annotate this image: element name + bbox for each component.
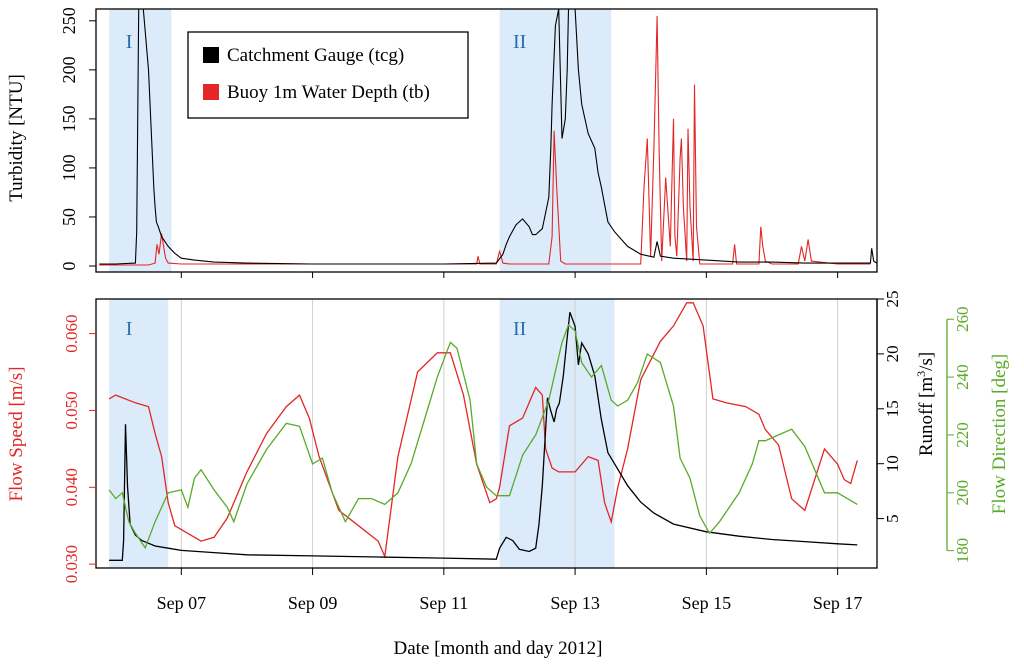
y-tick-label-direction: 240	[953, 364, 972, 390]
x-tick-label: Sep 15	[682, 593, 732, 613]
series-line-flow-direction	[108, 323, 858, 550]
top-frame	[95, 8, 878, 273]
y-axis-label-runoff: Runoff [m3/s]	[914, 352, 937, 456]
legend-swatch-2	[203, 84, 219, 100]
x-tick-label: Sep 07	[157, 593, 207, 613]
y-tick-label-direction: 180	[953, 538, 972, 564]
legend-label-2: Buoy 1m Water Depth (tb)	[227, 82, 430, 103]
y-tick-label-runoff: 25	[883, 291, 902, 308]
y-tick-label-top: 100	[59, 154, 79, 181]
event-shade-top-1	[109, 9, 172, 272]
event-label-top-1: I	[126, 31, 133, 53]
y-tick-label-direction: 260	[953, 306, 972, 332]
series-line-flow-speed	[108, 302, 858, 559]
legend-label-1: Catchment Gauge (tcg)	[227, 45, 404, 66]
event-label-top-2: II	[513, 31, 526, 53]
y-tick-label-left: 0.040	[62, 468, 81, 506]
y-tick-label-direction: 200	[953, 480, 972, 506]
y-tick-label-top: 150	[59, 105, 79, 132]
series-line-top-1	[99, 9, 877, 265]
event-label-bottom-1: I	[126, 318, 133, 340]
event-shade-top-2	[499, 9, 612, 272]
event-shade-bottom-2	[499, 299, 615, 568]
legend-box	[187, 31, 469, 119]
y-tick-label-top: 250	[59, 7, 79, 34]
x-tick-label: Sep 09	[288, 593, 338, 613]
y-tick-label-runoff: 20	[883, 345, 902, 362]
y-tick-label-top: 200	[59, 56, 79, 83]
y-tick-label-top: 0	[59, 262, 79, 271]
x-tick-label: Sep 17	[813, 593, 863, 613]
y-tick-label-runoff: 15	[883, 400, 902, 417]
legend: Catchment Gauge (tcg) Buoy 1m Water Depth…	[187, 31, 469, 119]
series-line-runoff	[109, 311, 858, 561]
bottom-frame	[95, 298, 878, 569]
x-axis-label: Date [month and day 2012]	[394, 638, 603, 659]
y-tick-label-direction: 220	[953, 422, 972, 448]
x-tick-label: Sep 13	[550, 593, 600, 613]
y-tick-label-left: 0.030	[62, 545, 81, 583]
y-tick-label-top: 50	[59, 208, 79, 226]
y-axis-label-left: Flow Speed [m/s]	[6, 366, 27, 501]
y-tick-label-runoff: 10	[883, 455, 902, 472]
event-label-bottom-2: II	[513, 318, 526, 340]
y-tick-label-left: 0.060	[62, 314, 81, 352]
y-axis-label-top: Turbidity [NTU]	[6, 74, 27, 202]
y-tick-label-runoff: 5	[883, 514, 902, 523]
y-axis-label-direction: Flow Direction [deg]	[989, 354, 1010, 514]
y-tick-label-left: 0.050	[62, 391, 81, 429]
legend-swatch-1	[203, 47, 219, 63]
x-tick-label: Sep 11	[419, 593, 468, 613]
event-shade-bottom-1	[109, 299, 169, 568]
